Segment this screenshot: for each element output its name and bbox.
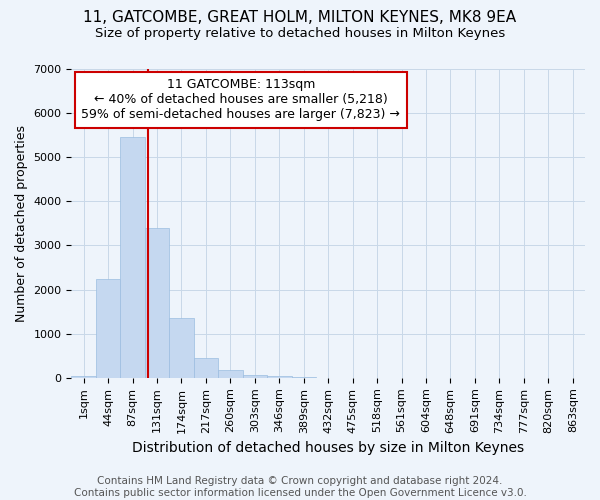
Bar xyxy=(71,376,96,378)
Bar xyxy=(121,138,145,378)
Bar xyxy=(267,376,292,378)
Bar xyxy=(194,358,218,378)
X-axis label: Distribution of detached houses by size in Milton Keynes: Distribution of detached houses by size … xyxy=(132,441,524,455)
Bar xyxy=(218,370,242,378)
Bar xyxy=(145,228,169,378)
Text: 11, GATCOMBE, GREAT HOLM, MILTON KEYNES, MK8 9EA: 11, GATCOMBE, GREAT HOLM, MILTON KEYNES,… xyxy=(83,10,517,25)
Text: Size of property relative to detached houses in Milton Keynes: Size of property relative to detached ho… xyxy=(95,28,505,40)
Text: Contains HM Land Registry data © Crown copyright and database right 2024.
Contai: Contains HM Land Registry data © Crown c… xyxy=(74,476,526,498)
Y-axis label: Number of detached properties: Number of detached properties xyxy=(15,125,28,322)
Bar xyxy=(169,318,194,378)
Bar xyxy=(96,278,121,378)
Text: 11 GATCOMBE: 113sqm
← 40% of detached houses are smaller (5,218)
59% of semi-det: 11 GATCOMBE: 113sqm ← 40% of detached ho… xyxy=(82,78,400,122)
Bar xyxy=(242,374,267,378)
